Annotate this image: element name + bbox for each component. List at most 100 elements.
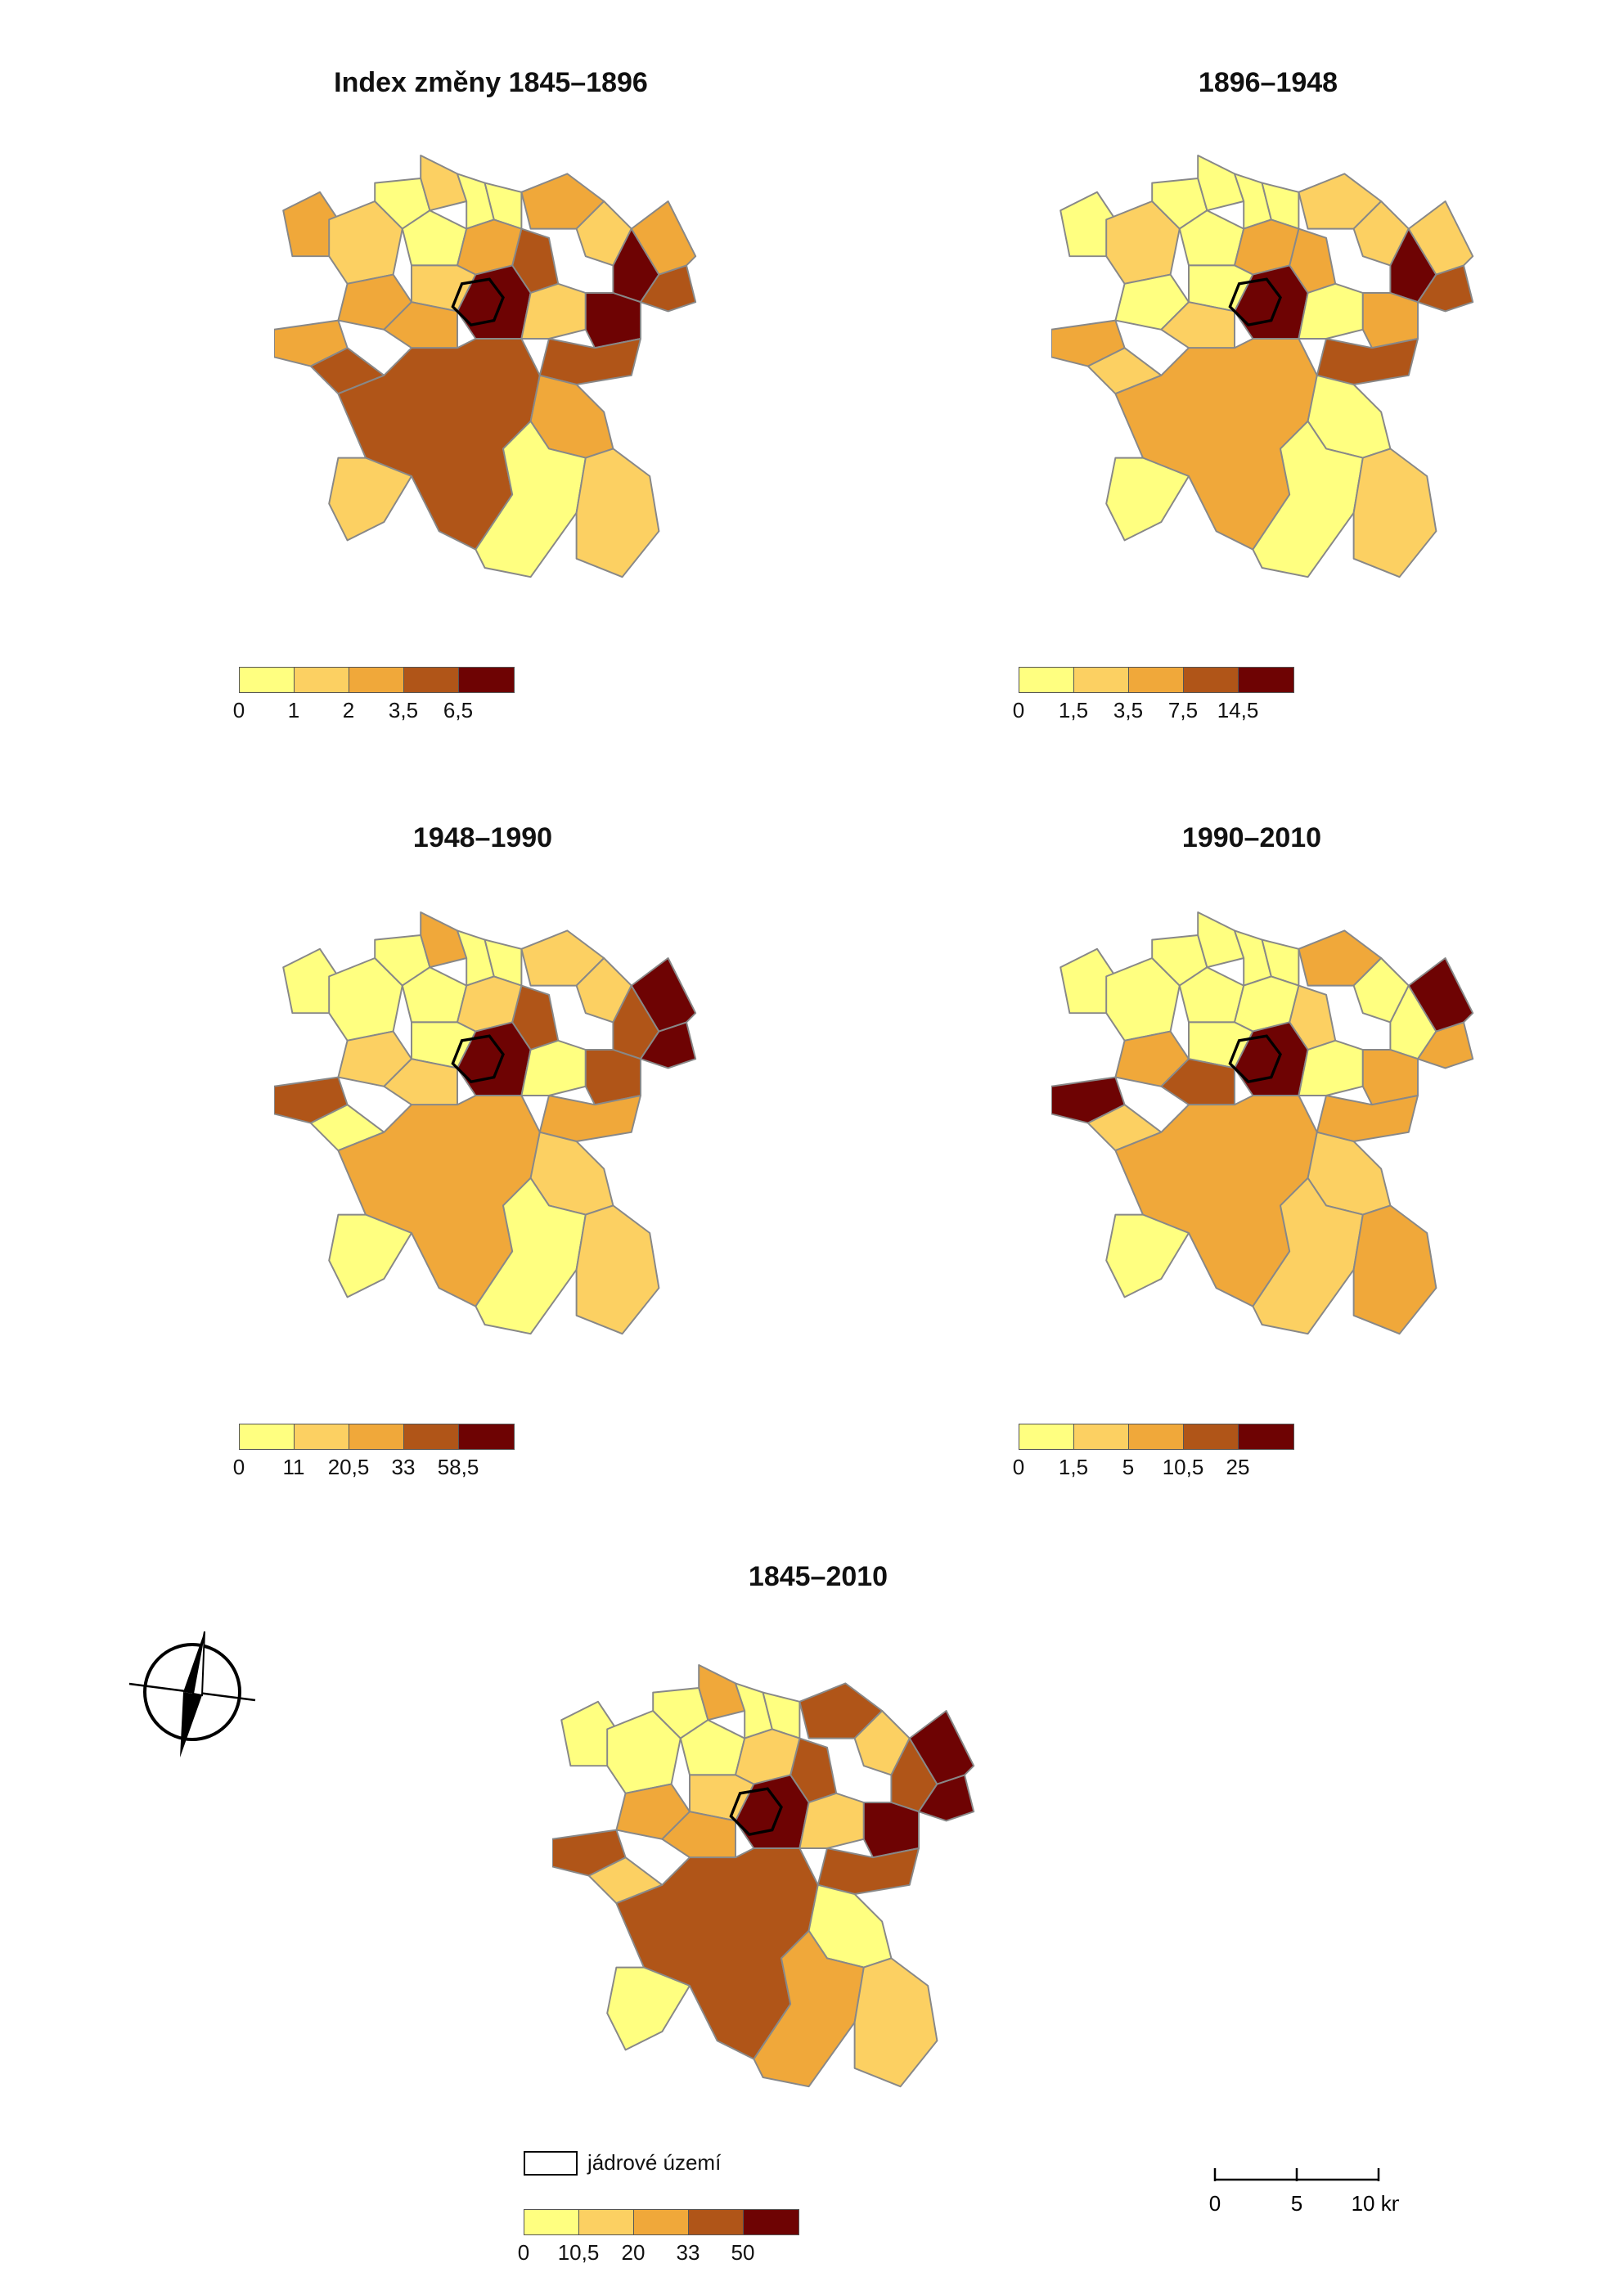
- legend-swatch: [579, 2210, 634, 2234]
- scale-bar: 0 5 10 km: [1209, 2168, 1399, 2216]
- legend-swatch: [295, 668, 349, 692]
- municipality-region: [853, 1957, 938, 2088]
- legend-break-label: 0: [232, 698, 245, 722]
- municipality-region: [475, 1177, 587, 1335]
- core-area-outline: [451, 277, 505, 327]
- legend-swatch: [404, 668, 459, 692]
- legend-break-label: 58,5: [437, 1455, 479, 1479]
- municipality-region: [1160, 301, 1235, 349]
- legend-break-label: 33: [391, 1455, 416, 1479]
- legend-swatch: [1019, 668, 1074, 692]
- legend-swatch: [404, 1424, 459, 1449]
- municipality-region: [575, 1204, 660, 1335]
- municipality-region: [1407, 200, 1474, 276]
- legend-break-label: 1,5: [1058, 698, 1089, 722]
- map-title: 1845–2010: [748, 1561, 888, 1592]
- legend-break-label: 10,5: [557, 2240, 600, 2265]
- legend-break-label: 25: [1226, 1455, 1250, 1479]
- legend-break-label: 0: [1012, 698, 1025, 722]
- municipality-region: [383, 1058, 458, 1106]
- core-area-outline: [1228, 277, 1282, 327]
- legend-swatch: [295, 1424, 349, 1449]
- municipality-region: [908, 1710, 975, 1785]
- municipality-region: [606, 1966, 691, 2051]
- municipality-region: [475, 420, 587, 578]
- core-area-outline: [451, 1034, 505, 1084]
- core-area-outline: [729, 1787, 783, 1837]
- map-title: 1948–1990: [412, 822, 553, 853]
- legend-swatch: [459, 668, 514, 692]
- municipality-region: [1105, 1213, 1190, 1298]
- municipality-region: [1197, 911, 1245, 969]
- legend-swatch: [1074, 668, 1129, 692]
- municipality-region: [328, 1213, 412, 1298]
- legend-break-label: 1: [287, 698, 300, 722]
- municipality-region: [383, 301, 458, 349]
- core-area-swatch: [524, 2150, 578, 2176]
- legend: 0 1,5 3,5 7,5 14,5: [1013, 667, 1294, 722]
- choropleth-map: [274, 911, 697, 1335]
- legend-swatch: [689, 2210, 744, 2234]
- municipality-region: [520, 1039, 587, 1096]
- legend-break-label: 3,5: [388, 698, 419, 722]
- municipality-region: [1352, 1204, 1437, 1335]
- legend-break-label: 1,5: [1058, 1455, 1089, 1479]
- legend-swatch: [1074, 1424, 1129, 1449]
- legend-break-label: 11: [282, 1455, 305, 1479]
- municipality-region: [1352, 448, 1437, 578]
- legend-swatch: [1019, 1424, 1074, 1449]
- municipality-region: [1105, 457, 1190, 542]
- legend-swatch: [1129, 1424, 1184, 1449]
- municipality-region: [661, 1811, 736, 1859]
- legend-swatch: [349, 1424, 404, 1449]
- legend: 0 1 2 3,5 6,5: [233, 667, 515, 722]
- municipality-region: [1252, 420, 1364, 578]
- map-title: Index změny 1845–1896: [334, 67, 648, 98]
- legend-break-label: 14,5: [1217, 698, 1259, 722]
- legend-break-label: 0: [232, 1455, 245, 1479]
- map-title: 1896–1948: [1198, 67, 1338, 98]
- municipality-region: [420, 155, 468, 212]
- municipality-region: [1298, 1039, 1364, 1096]
- legend-swatch: [240, 668, 295, 692]
- legend: 0 11 20,5 33 58,5: [233, 1424, 515, 1479]
- core-area-outline: [1228, 1034, 1282, 1084]
- legend-swatch: [634, 2210, 689, 2234]
- municipality-region: [1197, 155, 1245, 212]
- municipality-region: [520, 282, 587, 340]
- legend: 0 10,5 20 33 50: [518, 2209, 799, 2265]
- legend-swatch: [1184, 668, 1239, 692]
- north-arrow-icon: [128, 1631, 256, 1757]
- municipality-region: [799, 1792, 865, 1849]
- legend-break-label: 7,5: [1167, 698, 1199, 722]
- legend-break-label: 33: [676, 2240, 700, 2265]
- municipality-region: [575, 448, 660, 578]
- legend-swatch: [524, 2210, 579, 2234]
- legend: 0 1,5 5 10,5 25: [1013, 1424, 1294, 1479]
- legend-swatch: [349, 668, 404, 692]
- legend-swatch: [459, 1424, 514, 1449]
- municipality-region: [538, 338, 641, 385]
- legend-break-label: 6,5: [443, 698, 474, 722]
- core-area-label: jádrové území: [587, 2150, 722, 2175]
- municipality-region: [420, 911, 468, 969]
- core-area-legend: jádrové území: [524, 2150, 721, 2176]
- municipality-region: [698, 1664, 746, 1721]
- legend-break-label: 2: [342, 698, 355, 722]
- legend-break-label: 50: [731, 2240, 755, 2265]
- legend-break-label: 20,5: [327, 1455, 370, 1479]
- legend-break-label: 0: [517, 2240, 530, 2265]
- legend-swatch: [744, 2210, 799, 2234]
- choropleth-map: [274, 155, 697, 578]
- legend-swatch: [1239, 1424, 1293, 1449]
- municipality-region: [1160, 1058, 1235, 1106]
- municipality-region: [1316, 1095, 1419, 1142]
- legend-break-label: 3,5: [1113, 698, 1144, 722]
- legend-break-label: 20: [621, 2240, 646, 2265]
- legend-swatch: [240, 1424, 295, 1449]
- municipality-region: [630, 200, 697, 276]
- municipality-region: [538, 1095, 641, 1142]
- legend-break-label: 5: [1122, 1455, 1135, 1479]
- map-title: 1990–2010: [1181, 822, 1322, 853]
- municipality-region: [816, 1847, 920, 1895]
